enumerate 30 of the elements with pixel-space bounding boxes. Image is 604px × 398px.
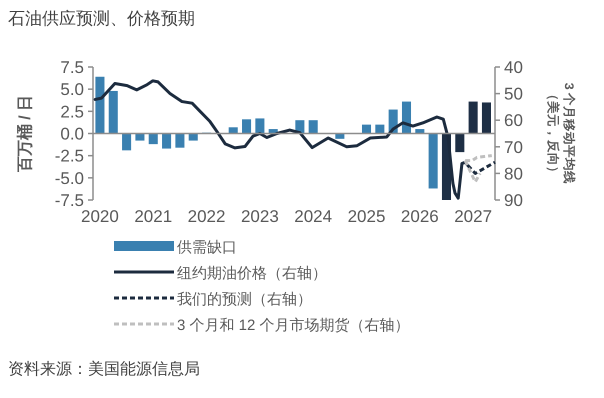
- x-tick-label: 2026: [400, 207, 439, 226]
- legend-label: 3 个月和 12 个月市场期货（右轴）: [177, 317, 410, 334]
- x-tick-label: 2021: [134, 207, 172, 226]
- text: 资料来源：美国能源信息局: [8, 360, 200, 378]
- y2-tick-label: 80: [504, 164, 523, 184]
- y2-tick-label: 90: [504, 191, 523, 210]
- y-axis-title: 百万桶 / 日: [16, 94, 34, 174]
- y-tick-label: 5.0: [60, 80, 84, 100]
- y-tick-label: -2.5: [54, 146, 84, 166]
- x-tick-label: 2020: [81, 207, 119, 226]
- legend-label: 供需缺口: [177, 239, 237, 256]
- y-tick-label: 2.5: [60, 102, 84, 122]
- legend-label: 我们的预测（右轴）: [177, 291, 312, 308]
- y2-axis-title: 3 个月移动平均线（美元，反向）: [546, 82, 576, 184]
- chart-title: 石油供应预测、价格预期: [8, 9, 195, 28]
- x-tick-label: 2025: [348, 207, 386, 226]
- y2-tick-label: 40: [504, 58, 523, 77]
- y-tick-label: -5.0: [54, 168, 84, 188]
- y-tick-label: -7.5: [54, 191, 84, 210]
- x-tick-label: 2027: [454, 207, 492, 226]
- plot: -7.5 -5.0 -2.5 0.0 2.5 5.0 7.5 40 50 60 70 80 90 2020 2021 2022 2023 2024 2025 2026 2027 百万桶 / 日 3 个月移动平均线（美元，反向）: [17, 58, 576, 226]
- x-tick-label: 2023: [240, 207, 279, 226]
- legend-label: 纽约期油价格（右轴）: [177, 265, 327, 282]
- y2-tick-label: 60: [504, 111, 523, 130]
- y2-tick-label: 50: [504, 84, 523, 104]
- x-tick-label: 2024: [294, 207, 332, 226]
- x-tick-label: 2022: [188, 207, 226, 226]
- y-tick-label: 7.5: [60, 58, 84, 77]
- y2-tick-label: 70: [504, 138, 523, 157]
- y-tick-label: 0.0: [60, 124, 84, 144]
